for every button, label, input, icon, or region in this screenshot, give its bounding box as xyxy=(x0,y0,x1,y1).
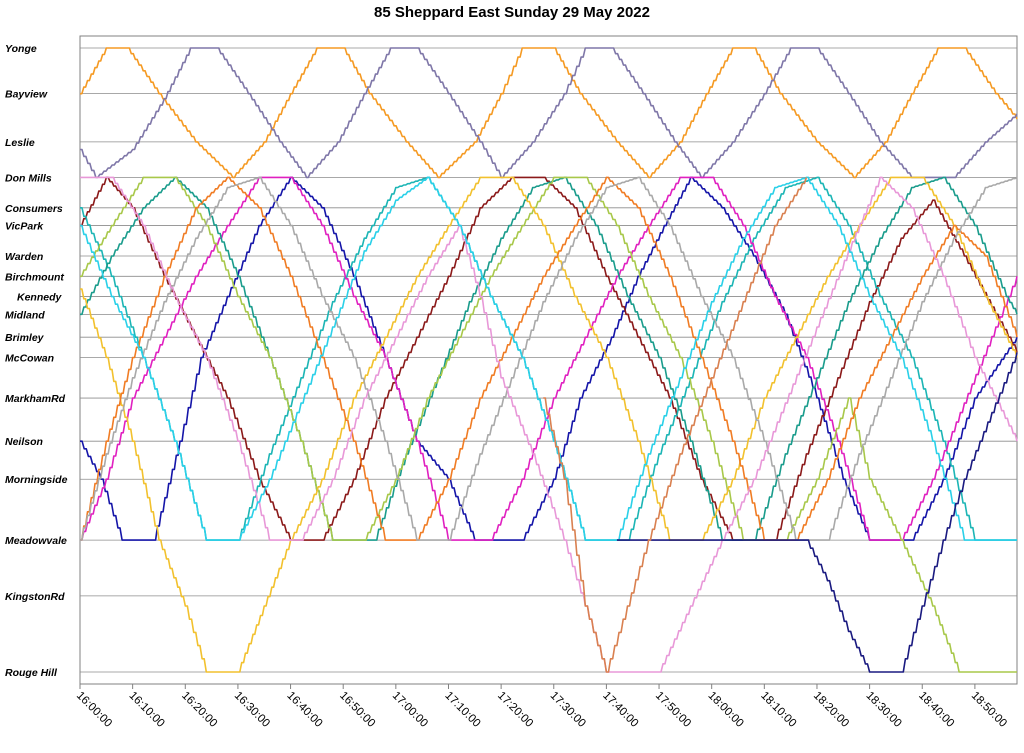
series-line-12 xyxy=(80,176,1018,673)
x-tick-label: 18:30:00 xyxy=(863,690,903,730)
y-tick-label: Warden xyxy=(5,251,43,263)
x-tick-label: 16:50:00 xyxy=(337,690,377,730)
x-tick-label: 16:30:00 xyxy=(232,690,272,730)
y-tick-label: KingstonRd xyxy=(5,591,65,603)
x-tick-label: 17:30:00 xyxy=(548,690,588,730)
series-line-15 xyxy=(543,177,808,673)
y-tick-label: Morningside xyxy=(5,474,68,486)
y-tick-label: Don Mills xyxy=(5,172,52,184)
y-tick-label: VicPark xyxy=(5,221,44,233)
y-tick-label: Yonge xyxy=(5,43,37,55)
series-line-13 xyxy=(80,176,1017,541)
x-tick-label: 16:20:00 xyxy=(179,690,219,730)
y-tick-label: Kennedy xyxy=(17,292,63,304)
y-tick-label: Bayview xyxy=(5,89,48,101)
x-tick-label: 18:00:00 xyxy=(706,690,746,730)
series-line-14 xyxy=(616,352,1018,673)
series-line-8 xyxy=(80,176,1017,673)
y-tick-label: Leslie xyxy=(5,137,35,149)
y-tick-label: Consumers xyxy=(5,203,63,215)
x-tick-label: 16:10:00 xyxy=(127,690,167,730)
series-line-2 xyxy=(80,47,1018,179)
x-tick-label: 17:40:00 xyxy=(600,690,640,730)
y-tick-label: Rouge Hill xyxy=(5,667,58,679)
series-line-4 xyxy=(80,176,1018,541)
x-tick-label: 17:00:00 xyxy=(390,690,430,730)
series-line-11 xyxy=(80,176,1018,541)
x-tick-label: 16:00:00 xyxy=(74,690,114,730)
y-tick-label: Neilson xyxy=(5,436,43,448)
series-line-10 xyxy=(80,176,1018,541)
y-tick-label: Brimley xyxy=(5,332,45,344)
x-tick-label: 17:20:00 xyxy=(495,690,535,730)
x-tick-label: 18:50:00 xyxy=(969,690,1009,730)
y-tick-label: McCowan xyxy=(5,352,54,364)
series-line-3 xyxy=(80,176,1018,541)
y-tick-label: Birchmount xyxy=(5,271,64,283)
y-tick-label: MarkhamRd xyxy=(5,393,66,405)
y-tick-label: Midland xyxy=(5,309,45,321)
y-tick-label: Meadowvale xyxy=(5,535,67,547)
plot-area xyxy=(79,35,1018,685)
x-tick-label: 18:40:00 xyxy=(916,690,956,730)
x-tick-label: 17:50:00 xyxy=(653,690,693,730)
x-tick-label: 18:10:00 xyxy=(758,690,798,730)
x-tick-label: 18:20:00 xyxy=(811,690,851,730)
series-line-1 xyxy=(80,47,1018,179)
chart-title: 85 Sheppard East Sunday 29 May 2022 xyxy=(374,4,650,21)
x-tick-label: 16:40:00 xyxy=(284,690,324,730)
x-tick-label: 17:10:00 xyxy=(442,690,482,730)
